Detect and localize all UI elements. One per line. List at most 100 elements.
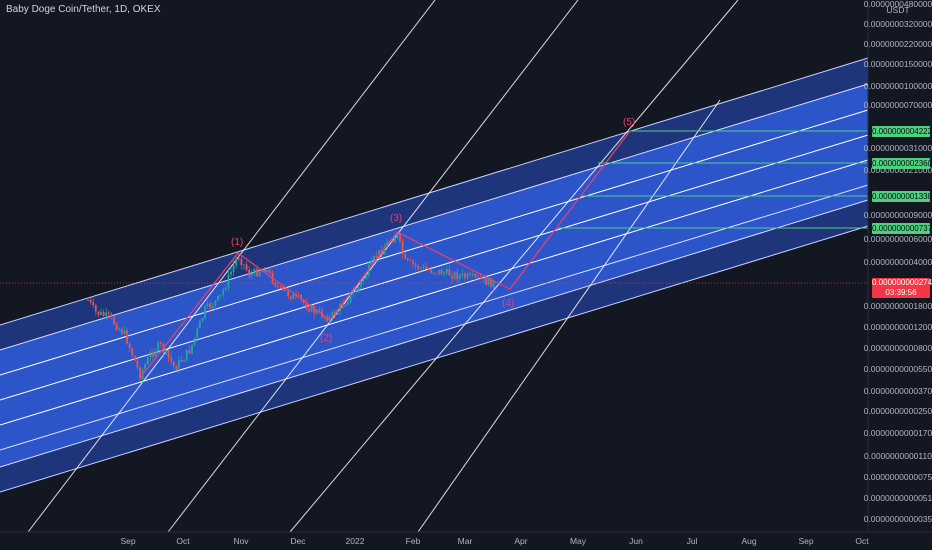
target-lines[interactable]	[558, 130, 868, 229]
channel-line	[0, 159, 869, 426]
candle-body	[211, 305, 214, 308]
current-price-value: 0.0000000002746	[872, 278, 932, 287]
price-axis-label: 0.0000000000550	[864, 364, 932, 374]
candle-body	[237, 258, 240, 260]
candle-body	[248, 269, 251, 276]
fan-lines[interactable]	[27, 0, 739, 533]
candle-body	[331, 312, 334, 317]
price-axis[interactable]: 0.0000000480000 0.0000000320000 0.00000002…	[864, 0, 932, 524]
candle-body	[250, 273, 253, 276]
candle-body	[167, 349, 170, 358]
wave-label-5: (5)	[623, 117, 635, 128]
candle-body	[144, 364, 147, 370]
wave-label-3: (3)	[390, 213, 402, 224]
price-axis-label: 0.0000000000075	[864, 472, 932, 482]
candle-body	[430, 269, 433, 273]
candle-body	[232, 265, 235, 272]
target-price-tag: 0.0000000042220	[872, 126, 932, 137]
candle-body	[443, 272, 446, 275]
candle-body	[120, 328, 123, 334]
candle-body	[113, 316, 115, 325]
target-price-tag: 0.0000000023602	[872, 158, 932, 169]
time-axis-label: Nov	[233, 536, 249, 546]
wave-label-4: (4)	[502, 298, 514, 309]
channel-line	[0, 184, 869, 451]
price-axis-label: 0.0000000000051	[864, 493, 932, 503]
price-axis-label: 0.0000000009000	[864, 210, 932, 220]
candle-body	[269, 270, 271, 273]
candle-body	[227, 274, 230, 288]
target-price-tag: 0.0000000013383	[872, 191, 932, 202]
candle-body	[352, 291, 355, 294]
candle-body	[118, 328, 121, 330]
candles[interactable]	[87, 232, 495, 384]
candle-body	[136, 360, 139, 368]
channel-line	[0, 83, 869, 351]
candle-body	[139, 367, 141, 380]
candle-body	[440, 269, 443, 275]
candle-body	[253, 268, 256, 274]
price-axis-label: 0.0000000000035	[864, 514, 932, 524]
candle-body	[482, 277, 485, 280]
wave-path	[139, 130, 631, 379]
candle-body	[152, 352, 154, 357]
candle-body	[193, 337, 196, 345]
candle-body	[198, 320, 201, 329]
candle-body	[94, 305, 97, 312]
candle-body	[492, 281, 495, 288]
candle-body	[313, 305, 316, 314]
price-axis-label: 0.0000000100000	[864, 81, 932, 91]
candle-body	[344, 304, 347, 307]
candle-body	[474, 274, 477, 277]
candle-body	[282, 286, 284, 290]
candle-body	[115, 324, 118, 330]
candle-body	[219, 294, 222, 296]
price-unit: USDT	[886, 5, 909, 15]
time-axis-label: Sep	[798, 536, 813, 546]
channel-line	[0, 134, 869, 401]
candle-body	[300, 295, 303, 300]
candle-body	[180, 360, 183, 362]
candle-body	[235, 258, 238, 266]
price-axis-label: 0.0000000006000	[864, 234, 932, 244]
candle-body	[458, 275, 461, 280]
price-axis-label: 0.0000000000250	[864, 406, 932, 416]
candle-body	[87, 299, 89, 301]
price-axis-label: 0.0000000000800	[864, 343, 932, 353]
price-axis-label: 0.0000000004000	[864, 257, 932, 267]
candle-body	[245, 264, 248, 270]
price-axis-label: 0.0000000001200	[864, 322, 932, 332]
time-axis[interactable]: Sep Oct Nov Dec 2022 Feb Mar Apr May Jun Jul Aug Sep…	[120, 536, 869, 546]
candle-body	[461, 273, 464, 276]
candle-body	[289, 296, 292, 300]
candle-body	[159, 342, 162, 344]
candle-body	[196, 328, 199, 338]
candle-body	[383, 247, 386, 255]
candle-body	[427, 268, 430, 270]
candle-body	[97, 311, 100, 315]
candle-body	[209, 303, 212, 308]
candle-body	[349, 293, 352, 303]
time-axis-label: Oct	[855, 536, 869, 546]
candle-body	[128, 343, 131, 349]
candle-body	[490, 277, 492, 288]
time-axis-label: Sep	[120, 536, 135, 546]
fan-line	[417, 99, 721, 533]
candle-body	[445, 269, 448, 273]
candle-body	[453, 272, 456, 279]
candle-body	[401, 241, 404, 255]
price-axis-label: 0.0000000150000	[864, 59, 932, 69]
candle-body	[469, 273, 472, 275]
elliott-wave[interactable]	[139, 130, 631, 379]
candle-body	[274, 282, 277, 286]
candle-body	[284, 289, 287, 292]
candle-body	[297, 294, 300, 296]
candle-body	[354, 290, 357, 292]
candle-body	[409, 259, 412, 261]
candle-body	[484, 277, 487, 285]
price-axis-label: 0.0000000021000	[864, 165, 932, 175]
candle-body	[341, 303, 344, 307]
candle-body	[107, 312, 110, 315]
candle-body	[157, 342, 160, 352]
